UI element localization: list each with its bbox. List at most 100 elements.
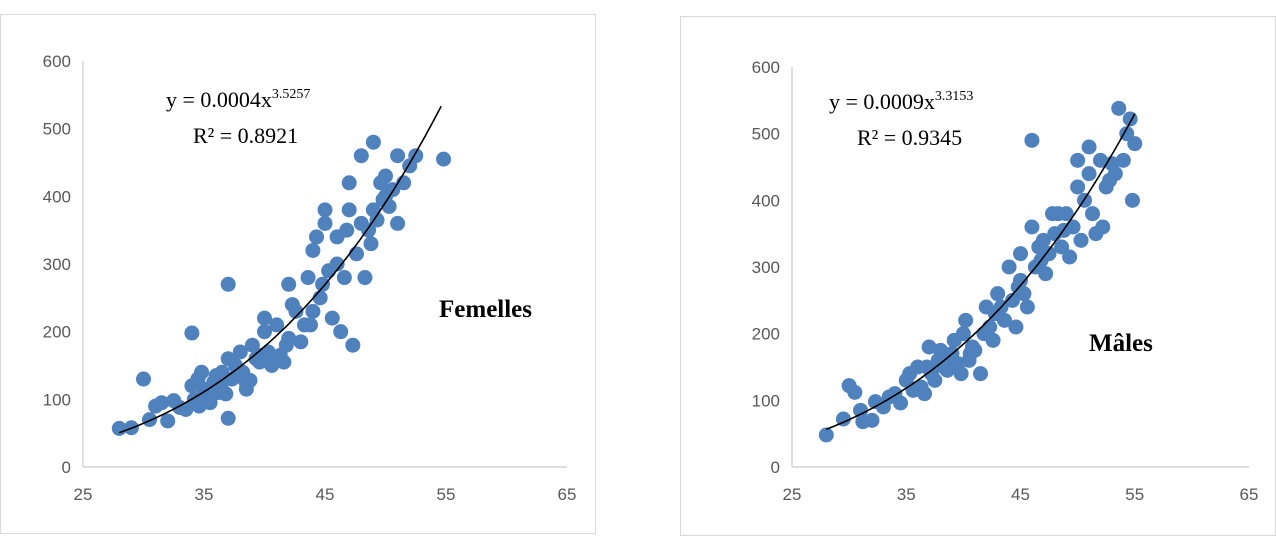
y-tick-label: 500 [43, 120, 71, 139]
data-point [1038, 266, 1054, 282]
y-tick-label: 100 [43, 390, 71, 409]
x-tick-label: 35 [195, 485, 214, 504]
data-point [254, 347, 270, 363]
scatter-chart-femelles: 0 100 200 300 400 500 600 25 35 45 55 65 y = 0.0004x… [43, 52, 577, 504]
data-point [136, 371, 151, 387]
data-point [1070, 152, 1086, 168]
data-point [864, 412, 880, 428]
trendline-equation: y = 0.0004x3.5257 [166, 87, 310, 112]
data-point [305, 303, 321, 319]
data-point [348, 246, 364, 262]
data-point [288, 303, 304, 319]
data-point [1092, 152, 1108, 168]
data-point [962, 346, 978, 362]
data-point [1081, 139, 1097, 155]
data-point [982, 319, 998, 335]
data-point [1102, 172, 1118, 188]
data-point [184, 325, 200, 341]
data-point [317, 202, 333, 218]
data-point [305, 242, 321, 258]
data-point [333, 324, 349, 340]
series-label: Mâles [1089, 330, 1153, 357]
data-point [341, 202, 357, 218]
series-label: Femelles [439, 296, 532, 323]
data-point [363, 236, 379, 252]
data-point [1054, 239, 1070, 255]
data-point [985, 332, 1001, 348]
x-tick-label: 55 [1125, 485, 1144, 504]
data-point [329, 256, 345, 272]
data-point [847, 384, 863, 400]
data-point [1127, 136, 1143, 152]
data-point [1124, 192, 1140, 208]
data-point [990, 286, 1006, 302]
data-point [1084, 206, 1100, 222]
data-point [893, 395, 909, 411]
x-tick-label: 25 [783, 485, 802, 504]
data-point [1062, 249, 1078, 265]
data-point [1024, 219, 1040, 235]
data-point [300, 270, 316, 286]
data-point [264, 358, 280, 373]
x-tick-label: 35 [897, 485, 916, 504]
data-point [244, 337, 260, 353]
trendline-equation: y = 0.0009x3.3153 [829, 89, 973, 114]
data-point [324, 310, 340, 326]
chart-panel-femelles: 0 100 200 300 400 500 600 25 35 45 55 65 y = 0.0004x… [0, 14, 596, 534]
data-point [917, 386, 933, 402]
data-point [232, 344, 248, 360]
data-point [345, 337, 361, 353]
data-point [336, 270, 352, 286]
y-tick-label: 100 [752, 391, 780, 410]
trendline [119, 105, 442, 434]
y-tick-label: 0 [62, 458, 71, 477]
x-tick-label: 55 [437, 485, 456, 504]
data-point [178, 401, 194, 417]
x-tick-label: 45 [1011, 485, 1030, 504]
data-point [919, 359, 935, 375]
data-point [341, 175, 357, 191]
x-tick-label: 65 [1240, 485, 1259, 504]
data-point [201, 391, 217, 407]
scatter-chart-males: 0 100 200 300 400 500 600 25 35 45 55 65 y = 0.0009x… [752, 58, 1259, 504]
data-point [237, 372, 253, 388]
data-point [213, 378, 229, 394]
data-point [818, 427, 834, 443]
data-point [375, 192, 391, 208]
data-point [1111, 100, 1127, 116]
data-point [1019, 299, 1035, 315]
data-point [281, 276, 297, 292]
data-point [1001, 259, 1017, 275]
data-point [1005, 292, 1021, 308]
data-point [154, 395, 170, 411]
data-point [1024, 132, 1040, 148]
data-point [142, 412, 158, 428]
data-point [302, 317, 318, 333]
data-point [1058, 206, 1074, 222]
data-point [958, 312, 974, 328]
y-tick-label: 200 [43, 323, 71, 342]
data-point [160, 413, 176, 429]
data-point [955, 326, 971, 342]
data-point [1073, 232, 1089, 248]
r-squared-label: R² = 0.8921 [193, 123, 298, 148]
data-point [317, 215, 333, 231]
data-point [1070, 179, 1086, 195]
data-point [390, 215, 406, 231]
y-tick-label: 600 [752, 58, 780, 77]
data-point [315, 276, 331, 292]
x-tick-label: 25 [74, 485, 93, 504]
y-tick-label: 200 [752, 325, 780, 344]
data-point [1035, 232, 1051, 248]
data-point [369, 212, 385, 228]
data-point [927, 372, 943, 388]
data-point [1013, 246, 1028, 262]
data-point [365, 134, 381, 150]
x-tick-label: 65 [558, 485, 577, 504]
data-point [1115, 152, 1131, 168]
data-point [220, 276, 236, 292]
trendline [826, 113, 1136, 431]
x-tick-label: 45 [316, 485, 335, 504]
data-point [357, 270, 373, 286]
data-point [312, 290, 328, 306]
